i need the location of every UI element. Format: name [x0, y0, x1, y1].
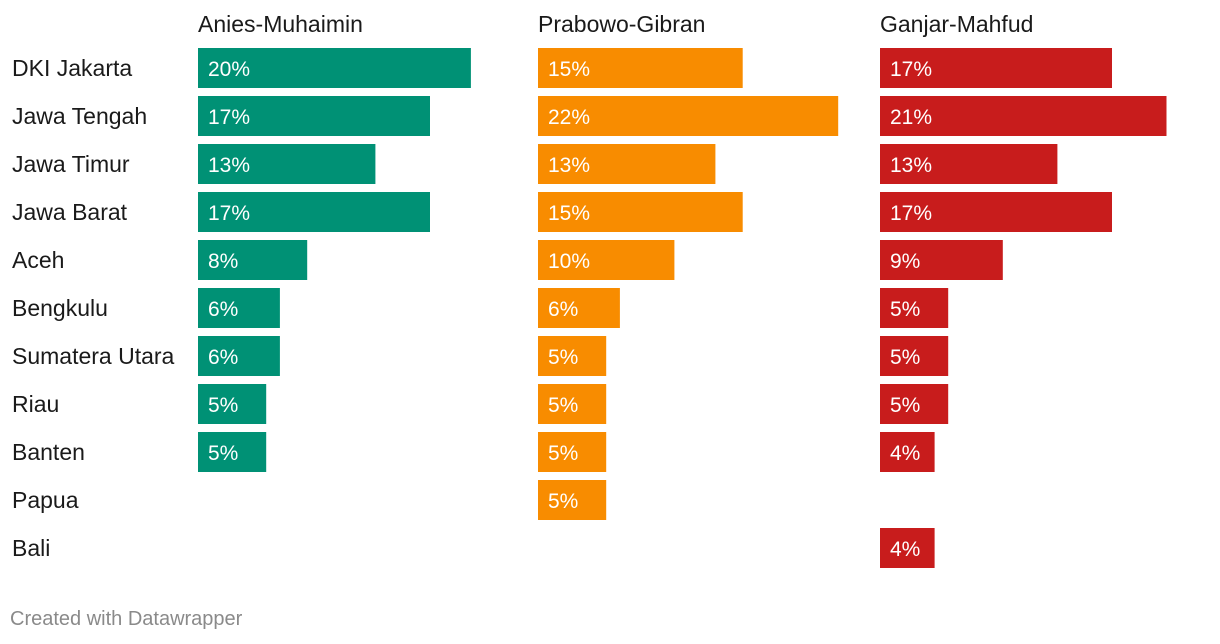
- bar-ganjar-mahfud-jawa-tengah: [880, 96, 1167, 136]
- bar-label-prabowo-gibran-bengkulu: 6%: [548, 298, 578, 321]
- bar-prabowo-gibran-sumatera-utara: [538, 336, 607, 376]
- bar-ganjar-mahfud-bengkulu: [880, 288, 949, 328]
- bar-label-anies-muhaimin-dki-jakarta: 20%: [208, 58, 250, 81]
- row-label-aceh: Aceh: [12, 247, 64, 273]
- bar-label-ganjar-mahfud-banten: 4%: [890, 442, 920, 465]
- bar-prabowo-gibran-jawa-barat: [538, 192, 743, 232]
- bar-prabowo-gibran-dki-jakarta: [538, 48, 743, 88]
- bar-ganjar-mahfud-aceh: [880, 240, 1003, 280]
- bar-label-ganjar-mahfud-jawa-barat: 17%: [890, 202, 932, 225]
- bar-prabowo-gibran-riau: [538, 384, 607, 424]
- bar-label-anies-muhaimin-jawa-barat: 17%: [208, 202, 250, 225]
- bar-anies-muhaimin-aceh: [198, 240, 308, 280]
- row-label-dki-jakarta: DKI Jakarta: [12, 55, 132, 81]
- bar-anies-muhaimin-bengkulu: [198, 288, 280, 328]
- bar-label-prabowo-gibran-dki-jakarta: 15%: [548, 58, 590, 81]
- bar-ganjar-mahfud-dki-jakarta: [880, 48, 1112, 88]
- panel-title-anies-muhaimin: Anies-Muhaimin: [198, 11, 363, 37]
- bar-prabowo-gibran-jawa-timur: [538, 144, 716, 184]
- bar-ganjar-mahfud-sumatera-utara: [880, 336, 949, 376]
- bar-label-ganjar-mahfud-dki-jakarta: 17%: [890, 58, 932, 81]
- row-label-bali: Bali: [12, 535, 50, 561]
- bar-label-ganjar-mahfud-bengkulu: 5%: [890, 298, 920, 321]
- bar-label-ganjar-mahfud-aceh: 9%: [890, 250, 920, 273]
- bar-ganjar-mahfud-banten: [880, 432, 935, 472]
- bar-label-prabowo-gibran-riau: 5%: [548, 394, 578, 417]
- bar-anies-muhaimin-jawa-tengah: [198, 96, 430, 136]
- bar-label-anies-muhaimin-riau: 5%: [208, 394, 238, 417]
- bar-label-anies-muhaimin-aceh: 8%: [208, 250, 238, 273]
- bar-prabowo-gibran-papua: [538, 480, 607, 520]
- bar-label-ganjar-mahfud-jawa-tengah: 21%: [890, 106, 932, 129]
- panel-title-ganjar-mahfud: Ganjar-Mahfud: [880, 11, 1033, 37]
- bar-label-anies-muhaimin-jawa-timur: 13%: [208, 154, 250, 177]
- bar-ganjar-mahfud-jawa-barat: [880, 192, 1112, 232]
- bar-ganjar-mahfud-bali: [880, 528, 935, 568]
- bar-label-anies-muhaimin-banten: 5%: [208, 442, 238, 465]
- bar-anies-muhaimin-jawa-barat: [198, 192, 430, 232]
- bar-label-ganjar-mahfud-riau: 5%: [890, 394, 920, 417]
- bar-label-prabowo-gibran-jawa-barat: 15%: [548, 202, 590, 225]
- row-label-jawa-tengah: Jawa Tengah: [12, 103, 147, 129]
- bar-prabowo-gibran-bengkulu: [538, 288, 620, 328]
- datawrapper-credit[interactable]: Created with Datawrapper: [10, 608, 243, 630]
- row-label-banten: Banten: [12, 439, 85, 465]
- bar-prabowo-gibran-jawa-tengah: [538, 96, 839, 136]
- bar-anies-muhaimin-sumatera-utara: [198, 336, 280, 376]
- small-multiples-bar-chart: DKI Jakarta Jawa Tengah Jawa Timur Jawa Bar…: [12, 11, 1167, 568]
- bar-label-anies-muhaimin-sumatera-utara: 6%: [208, 346, 238, 369]
- bar-label-anies-muhaimin-jawa-tengah: 17%: [208, 106, 250, 129]
- bar-ganjar-mahfud-jawa-timur: [880, 144, 1058, 184]
- bar-label-prabowo-gibran-jawa-tengah: 22%: [548, 106, 590, 129]
- row-label-sumatera-utara: Sumatera Utara: [12, 343, 175, 369]
- bar-label-prabowo-gibran-papua: 5%: [548, 490, 578, 513]
- bar-label-prabowo-gibran-aceh: 10%: [548, 250, 590, 273]
- bar-label-prabowo-gibran-banten: 5%: [548, 442, 578, 465]
- bar-label-ganjar-mahfud-jawa-timur: 13%: [890, 154, 932, 177]
- bar-label-ganjar-mahfud-sumatera-utara: 5%: [890, 346, 920, 369]
- bar-anies-muhaimin-jawa-timur: [198, 144, 376, 184]
- bar-anies-muhaimin-banten: [198, 432, 267, 472]
- bar-label-ganjar-mahfud-bali: 4%: [890, 538, 920, 561]
- row-label-papua: Papua: [12, 487, 79, 513]
- bar-label-anies-muhaimin-bengkulu: 6%: [208, 298, 238, 321]
- bar-anies-muhaimin-dki-jakarta: [198, 48, 471, 88]
- row-label-bengkulu: Bengkulu: [12, 295, 108, 321]
- panel-title-prabowo-gibran: Prabowo-Gibran: [538, 11, 705, 37]
- bar-prabowo-gibran-aceh: [538, 240, 675, 280]
- bar-ganjar-mahfud-riau: [880, 384, 949, 424]
- bar-anies-muhaimin-riau: [198, 384, 267, 424]
- bar-label-prabowo-gibran-sumatera-utara: 5%: [548, 346, 578, 369]
- row-label-jawa-barat: Jawa Barat: [12, 199, 128, 225]
- row-label-jawa-timur: Jawa Timur: [12, 151, 130, 177]
- row-label-riau: Riau: [12, 391, 59, 417]
- bar-prabowo-gibran-banten: [538, 432, 607, 472]
- bar-label-prabowo-gibran-jawa-timur: 13%: [548, 154, 590, 177]
